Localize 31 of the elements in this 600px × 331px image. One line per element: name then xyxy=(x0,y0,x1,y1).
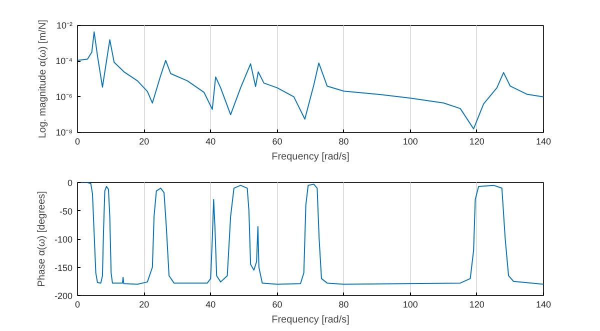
y-tick-label: 10⁻⁶ xyxy=(56,92,73,102)
x-tick-label: 80 xyxy=(338,136,349,146)
x-tick-label: 60 xyxy=(272,300,282,310)
y-tick-label: 10⁻² xyxy=(56,20,73,30)
x-tick-label: 120 xyxy=(469,300,484,310)
x-tick-label: 100 xyxy=(402,300,418,310)
x-tick-label: 140 xyxy=(536,300,552,310)
y-tick-label: -150 xyxy=(54,262,72,273)
x-tick-label: 60 xyxy=(272,136,282,146)
y-axis-title: Log. magnitude α(ω) [m/N] xyxy=(38,19,49,138)
y-tick-label: 10⁻⁸ xyxy=(56,128,73,138)
x-tick-label: 140 xyxy=(536,136,552,146)
x-tick-label: 20 xyxy=(139,136,150,146)
y-tick-label: 0 xyxy=(67,178,73,188)
x-tick-label: 40 xyxy=(206,136,216,146)
x-tick-label: 20 xyxy=(139,300,150,310)
x-axis-title: Frequency [rad/s] xyxy=(272,152,350,162)
x-axis-title: Frequency [rad/s] xyxy=(272,314,350,326)
line-series xyxy=(78,31,544,130)
x-tick-label: 100 xyxy=(402,136,418,146)
y-tick-label: 10⁻⁴ xyxy=(56,56,73,66)
x-tick-label: 0 xyxy=(74,136,80,146)
x-tick-label: 0 xyxy=(74,300,80,310)
y-tick-label: -200 xyxy=(54,291,72,301)
y-tick-label: -50 xyxy=(59,206,73,216)
y-axis-title: Phase α(ω) [degrees] xyxy=(36,190,48,287)
x-tick-label: 80 xyxy=(338,300,349,310)
x-tick-label: 120 xyxy=(469,136,484,146)
line-series xyxy=(78,182,544,285)
y-tick-label: -100 xyxy=(54,234,72,244)
x-tick-label: 40 xyxy=(206,300,216,310)
